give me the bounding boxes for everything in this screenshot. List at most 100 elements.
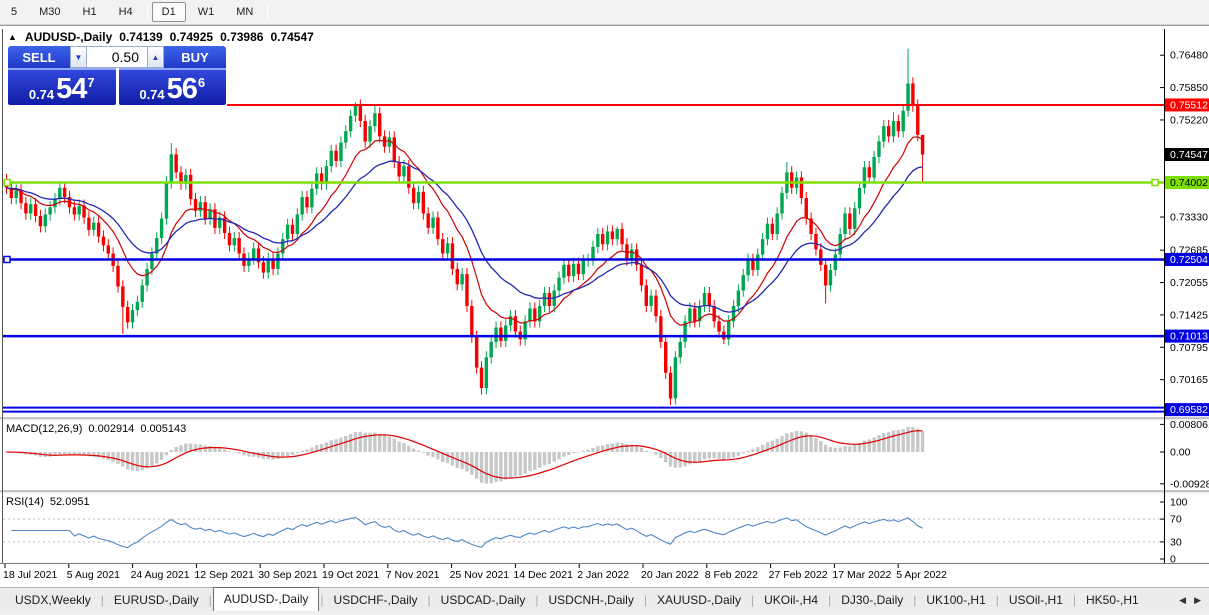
time-axis[interactable]: 18 Jul 2021 5 Aug 2021 24 Aug 2021 12 Sep 2…: [3, 564, 947, 581]
candle-body: [19, 190, 23, 204]
candle-body: [717, 321, 721, 332]
macd-bar: [116, 451, 120, 464]
macd-bar: [373, 432, 377, 452]
date-tick-label: 24 Aug 2021: [131, 569, 190, 581]
macd-bar: [363, 432, 367, 452]
macd-bar: [727, 451, 731, 459]
macd-bar: [494, 451, 498, 483]
candle-body: [751, 259, 755, 270]
tab-usdcad-daily[interactable]: USDCAD-,Daily: [440, 593, 526, 607]
candle-body: [92, 222, 96, 230]
candle-body: [504, 325, 508, 341]
ohlc-low: 0.73986: [220, 30, 264, 44]
macd-bar: [673, 451, 678, 468]
sell-price-panel[interactable]: 0.74 54 7: [8, 68, 116, 105]
sell-price-pip: 7: [87, 75, 95, 90]
candle-body: [82, 205, 86, 218]
tab-uk100-h1[interactable]: UK100-,H1: [926, 593, 986, 607]
volume-input[interactable]: [87, 46, 147, 68]
macd-bar: [707, 451, 712, 459]
tab-hk50-h1[interactable]: HK50-,H1: [1086, 593, 1139, 607]
macd-bar: [208, 445, 212, 452]
ohlc-open: 0.74139: [119, 30, 163, 44]
macd-label: MACD(12,26,9) 0.002914 0.005143: [6, 423, 186, 435]
macd-bar: [436, 451, 440, 460]
timeframe-button-5[interactable]: 5: [11, 6, 18, 18]
price-tick-label: 0.71425: [1170, 309, 1208, 321]
candle-body: [542, 293, 547, 306]
macd-bar: [159, 451, 164, 460]
candle-body: [169, 154, 173, 183]
candle-body: [310, 188, 314, 208]
macd-bar: [736, 451, 741, 456]
date-tick-label: 8 Feb 2022: [705, 569, 758, 581]
macd-bar: [247, 451, 251, 457]
candle-body: [62, 187, 67, 198]
timeframe-button-M30[interactable]: M30: [39, 6, 61, 18]
tab-divider: |: [828, 593, 832, 607]
timeframe-button-H4[interactable]: H4: [118, 6, 133, 18]
macd-bar: [324, 442, 329, 452]
macd-bar: [765, 442, 770, 452]
price-axis[interactable]: 0.764800.758500.752200.733300.726850.720…: [1160, 29, 1209, 566]
macd-tick-label: 0.00: [1170, 446, 1191, 458]
tab-audusd-daily[interactable]: AUDUSD-,Daily: [212, 587, 320, 611]
volume-increase-button[interactable]: ▲: [147, 46, 164, 68]
macd-bar: [271, 451, 275, 460]
tab-xauusd-daily[interactable]: XAUUSD-,Daily: [656, 593, 741, 607]
buy-button[interactable]: BUY: [164, 46, 226, 68]
tab-divider: |: [750, 593, 755, 607]
level-price-badge-text: 0.74002: [1170, 177, 1208, 189]
tab-divider: |: [1072, 593, 1077, 607]
timeframe-button-H1[interactable]: H1: [82, 6, 97, 18]
macd-bar: [227, 451, 232, 452]
chart-canvas[interactable]: 0.764800.758500.752200.733300.726850.720…: [0, 26, 1209, 588]
volume-decrease-button[interactable]: ▼: [70, 46, 87, 68]
macd-bar: [426, 451, 430, 456]
candle-body: [877, 141, 881, 157]
macd-bar: [499, 451, 503, 482]
timeframe-button-D1[interactable]: D1: [151, 2, 186, 22]
candle-body: [421, 191, 426, 214]
tab-usoil-h1[interactable]: USOil-,H1: [1008, 593, 1063, 607]
candle-body: [164, 182, 169, 219]
candle-body: [770, 223, 775, 235]
candle-body: [663, 341, 668, 373]
macd-bar: [460, 451, 464, 470]
buy-price-panel[interactable]: 0.74 56 6: [118, 68, 226, 105]
date-tick-label: 17 Mar 2022: [832, 569, 891, 581]
candle-body: [474, 336, 479, 368]
macd-bar: [130, 451, 135, 471]
timeframe-button-MN[interactable]: MN: [236, 6, 254, 18]
tab-usdcnh-daily[interactable]: USDCNH-,Daily: [548, 593, 634, 607]
candle-body: [557, 277, 561, 291]
candle-body: [756, 254, 760, 270]
tab-dj30-daily[interactable]: DJ30-,Daily: [841, 593, 904, 607]
timeframe-button-W1[interactable]: W1: [197, 6, 215, 18]
macd-bar: [838, 447, 842, 452]
macd-bar: [644, 450, 649, 452]
candle-body: [140, 285, 144, 302]
macd-bar: [87, 451, 91, 457]
rsi-tick-label: 70: [1170, 514, 1182, 526]
tab-ukoil-h4[interactable]: UKOil-,H4: [764, 593, 819, 607]
tab-usdchf-daily[interactable]: USDCHF-,Daily: [333, 593, 418, 607]
tab-usdx-weekly[interactable]: USDX,Weekly: [15, 593, 91, 607]
macd-bar: [92, 451, 96, 457]
macd-bar: [741, 451, 745, 454]
candle-body: [441, 239, 445, 254]
current-price-badge: 0.74547: [1165, 148, 1209, 161]
candle-body: [300, 197, 304, 215]
macd-bar: [251, 451, 256, 457]
tab-eurusd-daily[interactable]: EURUSD-,Daily: [113, 593, 199, 607]
sell-button[interactable]: SELL: [8, 46, 70, 68]
macd-bar: [256, 451, 261, 458]
candle-body: [445, 243, 450, 254]
tab-scroll-right-icon[interactable]: ▶: [1194, 594, 1201, 605]
tab-scroll-left-icon[interactable]: ◀: [1179, 594, 1187, 605]
line-anchor-handle: [3, 178, 11, 187]
date-tick-label: 27 Feb 2022: [769, 569, 828, 581]
candle-body: [916, 105, 920, 135]
chart-expand-icon[interactable]: ▲: [8, 32, 17, 42]
macd-bar: [101, 451, 106, 459]
